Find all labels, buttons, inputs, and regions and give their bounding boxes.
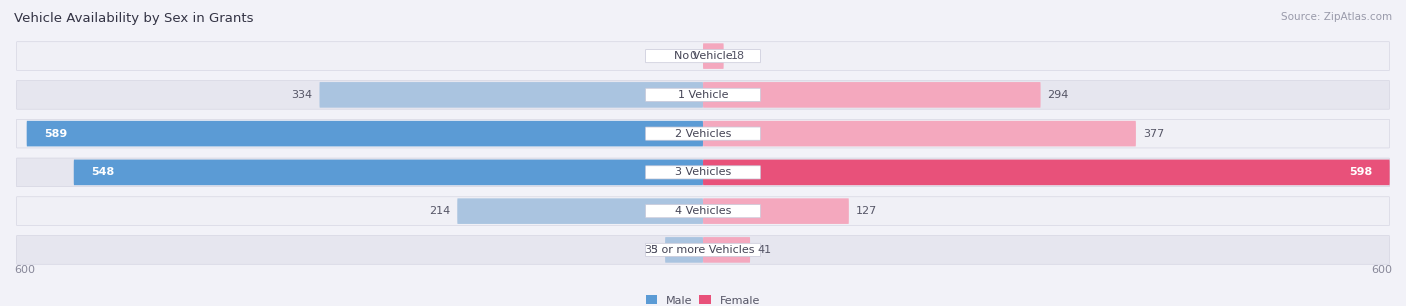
Text: Vehicle Availability by Sex in Grants: Vehicle Availability by Sex in Grants (14, 12, 253, 25)
FancyBboxPatch shape (703, 198, 849, 224)
FancyBboxPatch shape (17, 197, 1389, 226)
FancyBboxPatch shape (703, 121, 1136, 146)
Text: 294: 294 (1047, 90, 1069, 100)
FancyBboxPatch shape (665, 237, 703, 263)
Text: 33: 33 (644, 245, 658, 255)
Text: 2 Vehicles: 2 Vehicles (675, 129, 731, 139)
FancyBboxPatch shape (457, 198, 703, 224)
Text: 600: 600 (14, 265, 35, 275)
FancyBboxPatch shape (703, 160, 1389, 185)
Text: 600: 600 (1371, 265, 1392, 275)
Text: 0: 0 (689, 51, 696, 61)
Text: 41: 41 (756, 245, 770, 255)
Text: 5 or more Vehicles: 5 or more Vehicles (651, 245, 755, 255)
Text: 377: 377 (1143, 129, 1164, 139)
Text: 4 Vehicles: 4 Vehicles (675, 206, 731, 216)
Text: 18: 18 (731, 51, 745, 61)
FancyBboxPatch shape (645, 50, 761, 63)
Text: 589: 589 (44, 129, 67, 139)
FancyBboxPatch shape (319, 82, 703, 108)
Text: 334: 334 (291, 90, 312, 100)
FancyBboxPatch shape (645, 204, 761, 218)
FancyBboxPatch shape (17, 80, 1389, 109)
Text: 3 Vehicles: 3 Vehicles (675, 167, 731, 177)
FancyBboxPatch shape (703, 237, 749, 263)
Text: No Vehicle: No Vehicle (673, 51, 733, 61)
FancyBboxPatch shape (17, 158, 1389, 187)
FancyBboxPatch shape (645, 127, 761, 140)
FancyBboxPatch shape (17, 119, 1389, 148)
Text: 127: 127 (856, 206, 877, 216)
Legend: Male, Female: Male, Female (647, 295, 759, 306)
FancyBboxPatch shape (645, 243, 761, 256)
FancyBboxPatch shape (645, 88, 761, 102)
FancyBboxPatch shape (73, 160, 703, 185)
Text: 214: 214 (429, 206, 450, 216)
FancyBboxPatch shape (645, 166, 761, 179)
FancyBboxPatch shape (17, 42, 1389, 70)
Text: 548: 548 (91, 167, 114, 177)
Text: Source: ZipAtlas.com: Source: ZipAtlas.com (1281, 12, 1392, 22)
FancyBboxPatch shape (703, 43, 724, 69)
Text: 1 Vehicle: 1 Vehicle (678, 90, 728, 100)
FancyBboxPatch shape (27, 121, 703, 146)
Text: 598: 598 (1350, 167, 1372, 177)
FancyBboxPatch shape (17, 236, 1389, 264)
FancyBboxPatch shape (703, 82, 1040, 108)
